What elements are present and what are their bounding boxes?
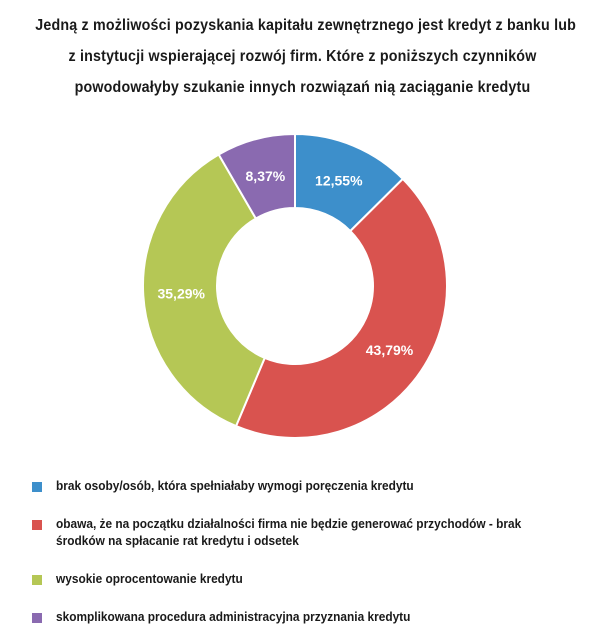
legend-item-3: wysokie oprocentowanie kredytu: [32, 571, 592, 588]
slice-label-4: 8,37%: [246, 168, 286, 184]
legend-item-4: skomplikowana procedura administracyjna …: [32, 609, 592, 626]
title-line-3: powodowałyby szukanie innych rozwiązań n…: [74, 79, 531, 96]
slice-label-3: 35,29%: [157, 285, 205, 301]
slice-3: [142, 153, 267, 428]
legend-label-2: obawa, że na początku działalności firma…: [56, 517, 522, 548]
legend-label-4: skomplikowana procedura administracyjna …: [56, 610, 411, 624]
slice-2: [234, 177, 448, 439]
legend-label-1: brak osoby/osób, która spełniałaby wymog…: [56, 479, 414, 493]
slice-4: [217, 132, 296, 220]
legend-item-2: obawa, że na początku działalności firma…: [32, 516, 592, 550]
legend-swatch-2: [32, 520, 42, 530]
legend-swatch-1: [32, 482, 42, 492]
donut-chart: 12,55% 43,79% 35,29% 8,37%: [142, 132, 448, 439]
donut-slices: [142, 132, 448, 439]
legend: brak osoby/osób, która spełniałaby wymog…: [32, 478, 592, 626]
legend-swatch-3: [32, 575, 42, 585]
title-line-1: Jedną z możliwości pozyskania kapitału z…: [35, 17, 576, 34]
slice-label-2: 43,79%: [366, 342, 414, 358]
chart-title: Jedną z możliwości pozyskania kapitału z…: [35, 10, 576, 103]
legend-item-1: brak osoby/osób, która spełniałaby wymog…: [32, 478, 592, 495]
legend-label-3: wysokie oprocentowanie kredytu: [56, 572, 243, 586]
donut-labels: 12,55% 43,79% 35,29% 8,37%: [157, 168, 413, 358]
title-line-2: z instytucji wspierającej rozwój firm. K…: [68, 48, 537, 65]
slice-label-1: 12,55%: [315, 173, 363, 189]
legend-swatch-4: [32, 613, 42, 623]
